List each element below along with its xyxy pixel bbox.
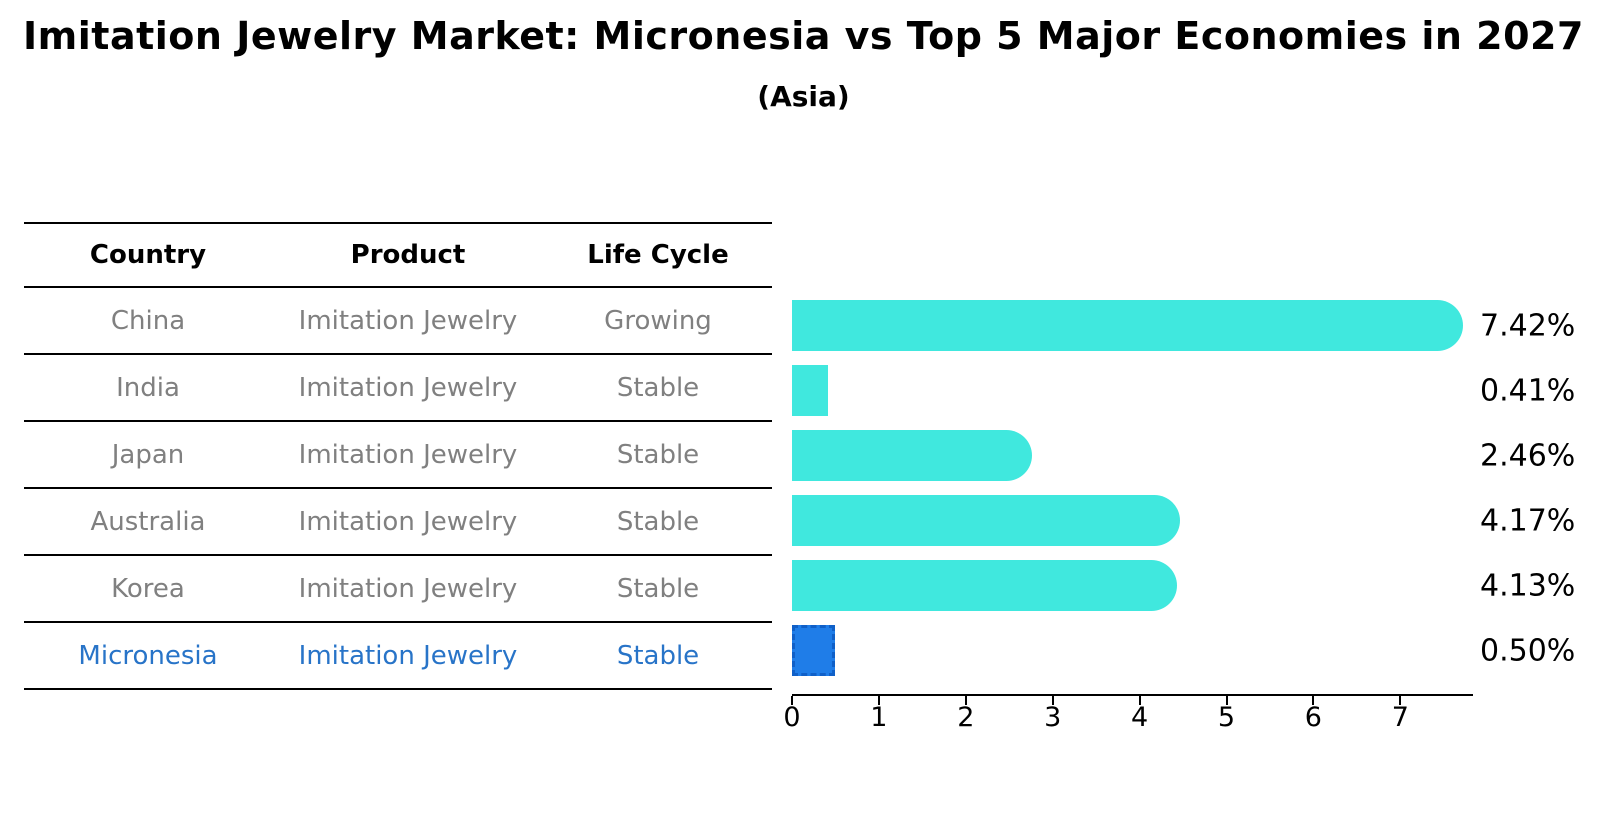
col-header-life-cycle: Life Cycle [587, 240, 729, 270]
table-row: Korea Imitation Jewelry Stable [24, 556, 772, 623]
cell-product: Imitation Jewelry [298, 439, 518, 470]
cell-product: Imitation Jewelry [298, 372, 518, 403]
table-header-row: Country Product Life Cycle [24, 222, 772, 288]
cell-life-cycle: Growing [604, 305, 712, 336]
cell-country: Korea [111, 573, 185, 604]
bar-row: 0.50% [792, 625, 1607, 676]
x-tick-mark [964, 696, 967, 705]
bar-india [792, 365, 828, 416]
x-tick-label: 6 [1304, 702, 1322, 733]
bar-value-label: 2.46% [1480, 438, 1576, 473]
table-row: Australia Imitation Jewelry Stable [24, 489, 772, 556]
x-tick-mark [1138, 696, 1141, 705]
bar-row: 4.17% [792, 495, 1607, 546]
cell-country: Micronesia [78, 640, 218, 671]
chart-title: Imitation Jewelry Market: Micronesia vs … [23, 14, 1584, 58]
table-row: China Imitation Jewelry Growing [24, 288, 772, 355]
cell-product: Imitation Jewelry [298, 506, 518, 537]
x-tick-label: 2 [957, 702, 975, 733]
cell-product: Imitation Jewelry [298, 640, 518, 671]
bar-micronesia [792, 625, 835, 676]
cell-life-cycle: Stable [616, 573, 700, 604]
bar-japan [792, 430, 1032, 481]
bar-value-label: 4.13% [1480, 568, 1576, 603]
col-header-product: Product [350, 240, 466, 270]
x-tick-mark [1399, 696, 1402, 705]
cell-country: Australia [90, 506, 206, 537]
bar-row: 2.46% [792, 430, 1607, 481]
cell-life-cycle: Stable [616, 640, 700, 671]
x-tick-mark [1225, 696, 1228, 705]
x-tick-mark [791, 696, 793, 705]
x-tick-label: 4 [1131, 702, 1149, 733]
x-tick-label: 3 [1044, 702, 1062, 733]
bar-value-label: 4.17% [1480, 503, 1576, 538]
x-tick-label: 0 [783, 702, 801, 733]
table-row: Japan Imitation Jewelry Stable [24, 422, 772, 489]
x-tick-label: 1 [870, 702, 888, 733]
bar-row: 0.41% [792, 365, 1607, 416]
cell-life-cycle: Stable [616, 439, 700, 470]
x-tick-label: 5 [1217, 702, 1236, 733]
cell-product: Imitation Jewelry [298, 573, 518, 604]
bar-korea [792, 560, 1177, 611]
x-tick-mark [1312, 696, 1315, 705]
bar-value-label: 0.41% [1480, 373, 1576, 408]
cell-country: Japan [111, 439, 185, 470]
col-header-country: Country [89, 240, 207, 270]
cell-product: Imitation Jewelry [298, 305, 518, 336]
country-table: Country Product Life Cycle China Imitati… [24, 222, 772, 690]
bar-row: 4.13% [792, 560, 1607, 611]
bar-value-label: 7.42% [1480, 308, 1576, 343]
cell-country: China [110, 305, 186, 336]
bar-row: 7.42% [792, 300, 1607, 351]
bar-australia [792, 495, 1180, 546]
bar-china [792, 300, 1463, 351]
x-axis-line [792, 694, 1473, 696]
cell-country: India [116, 372, 180, 403]
x-tick-label: 7 [1391, 702, 1409, 733]
table-row: India Imitation Jewelry Stable [24, 355, 772, 422]
cell-life-cycle: Stable [616, 372, 700, 403]
x-tick-mark [1051, 696, 1054, 705]
bar-chart: 7.42% 0.41% 2.46% 4.17% 4.13% 0.50% [792, 300, 1607, 700]
x-tick-mark [877, 696, 880, 705]
bar-value-label: 0.50% [1480, 633, 1576, 668]
cell-life-cycle: Stable [616, 506, 700, 537]
chart-subtitle: (Asia) [757, 80, 850, 113]
table-row-micronesia: Micronesia Imitation Jewelry Stable [24, 623, 772, 690]
